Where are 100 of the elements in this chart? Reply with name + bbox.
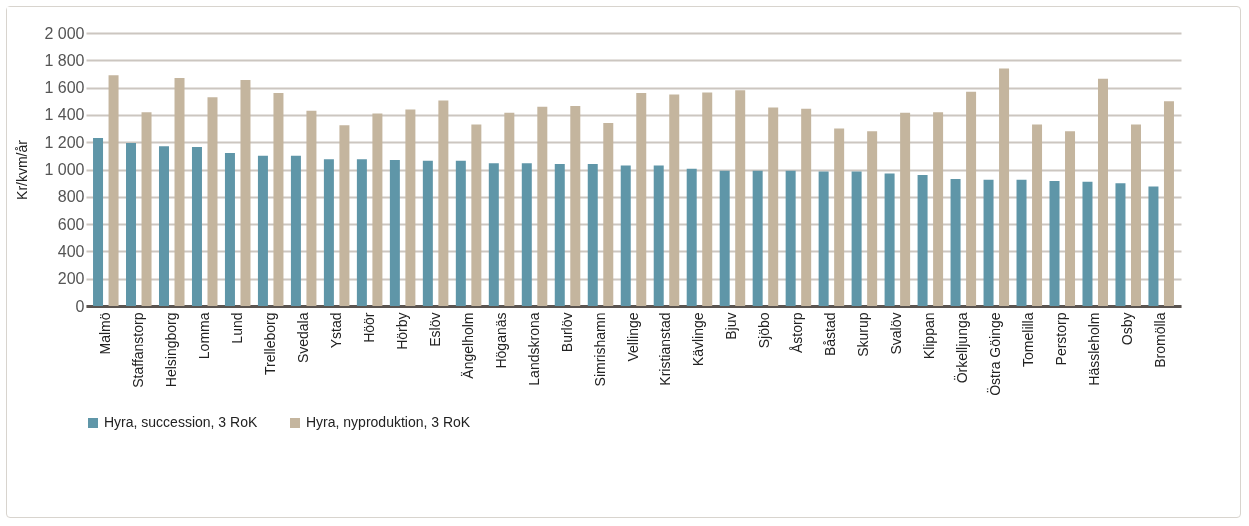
bar (752, 170, 763, 306)
bar (1032, 124, 1043, 306)
bar (191, 146, 202, 306)
bar (636, 93, 647, 306)
bar (702, 92, 713, 306)
y-axis-title: Kr/kvm/år (14, 139, 31, 200)
x-tick-label: Höör (360, 312, 377, 343)
x-tick-label: Åstorp (789, 312, 806, 353)
bar (884, 173, 895, 306)
bar (933, 112, 944, 306)
bar (290, 155, 301, 306)
x-tick-label: Båstad (822, 312, 839, 357)
x-tick-label: Svedala (294, 312, 311, 364)
x-tick-label: Malmö (96, 312, 113, 355)
x-tick-label: Klippan (921, 312, 938, 360)
bar (207, 97, 218, 306)
x-tick-label: Simrishamn (591, 312, 608, 387)
x-tick-label: Eslöv (426, 312, 443, 347)
bar (834, 128, 845, 306)
bar (455, 160, 466, 306)
bar (999, 68, 1010, 306)
bar (983, 179, 994, 306)
x-tick-label: Trelleborg (261, 312, 278, 376)
bar (521, 163, 532, 306)
bar (768, 107, 779, 306)
bar (356, 159, 367, 306)
bar (158, 146, 169, 306)
x-tick-label: Hässleholm (1086, 312, 1103, 386)
x-tick-label: Sjöbo (756, 312, 773, 349)
y-tick-label: 200 (57, 270, 85, 288)
bar (966, 91, 977, 306)
bar (1163, 101, 1174, 306)
x-tick-label: Tomelilla (1020, 312, 1037, 367)
bar (851, 171, 862, 306)
x-tick-label: Lomma (195, 312, 212, 360)
y-tick-label: 600 (57, 215, 85, 233)
bar (1065, 131, 1076, 306)
bar (1115, 183, 1126, 306)
bar (224, 153, 235, 306)
y-tick-label: 1 000 (44, 161, 85, 178)
legend-label: Hyra, nyproduktion, 3 RoK (306, 414, 471, 430)
bar (108, 75, 119, 306)
x-tick-label: Staffanstorp (129, 312, 146, 388)
bar (504, 112, 515, 306)
y-tick-label: 1 200 (44, 133, 85, 151)
bar (306, 110, 317, 306)
x-tick-label: Östra Göinge (986, 312, 1004, 396)
x-tick-label: Osby (1119, 312, 1136, 346)
bar (950, 179, 961, 306)
bar (422, 160, 433, 306)
x-tick-label: Bromölla (1152, 312, 1169, 368)
bar (126, 142, 137, 306)
x-tick-label: Landskrona (525, 312, 542, 386)
bar (537, 106, 548, 306)
bar (257, 155, 268, 306)
bar (785, 170, 796, 306)
bar (174, 78, 185, 306)
bar (669, 94, 680, 306)
x-tick-label: Hörby (393, 312, 410, 350)
x-tick-label: Vellinge (624, 312, 641, 362)
bar (570, 106, 581, 306)
bar (471, 124, 482, 306)
legend-label: Hyra, succession, 3 RoK (104, 414, 258, 430)
x-tick-label: Örkelljunga (953, 312, 971, 384)
x-tick-label: Kristianstad (657, 312, 674, 386)
bar (339, 125, 350, 306)
bar (818, 171, 829, 306)
bar (438, 100, 449, 306)
x-tick-label: Helsingborg (162, 312, 179, 388)
x-tick-label: Ystad (327, 312, 344, 349)
bar (653, 165, 664, 306)
bar (488, 163, 499, 306)
x-tick-label: Skurup (855, 312, 872, 357)
bar (735, 90, 746, 306)
bar (1148, 186, 1159, 306)
y-tick-label: 1 600 (44, 79, 85, 97)
bar (389, 159, 400, 306)
x-tick-label: Höganäs (492, 312, 509, 369)
bar (273, 93, 284, 306)
x-tick-label: Lund (228, 312, 245, 344)
bar (1098, 78, 1109, 306)
x-tick-label: Bjuv (723, 312, 740, 340)
bar (1016, 179, 1027, 306)
y-tick-label: 800 (57, 188, 85, 206)
bar (867, 131, 878, 306)
x-tick-label: Burlöv (558, 312, 575, 353)
bar (587, 164, 598, 306)
bar (405, 109, 416, 306)
x-tick-label: Ängelholm (459, 312, 476, 379)
x-tick-label: Svalöv (888, 312, 905, 355)
bar (323, 159, 334, 306)
y-tick-label: 2 000 (44, 24, 85, 42)
bar (1130, 124, 1141, 306)
y-tick-label: 400 (57, 242, 85, 260)
bar (801, 108, 812, 306)
bar (240, 80, 251, 306)
bar (917, 174, 928, 306)
y-tick-label: 0 (75, 297, 85, 315)
bar (719, 170, 730, 306)
x-tick-label: Perstorp (1053, 312, 1070, 366)
